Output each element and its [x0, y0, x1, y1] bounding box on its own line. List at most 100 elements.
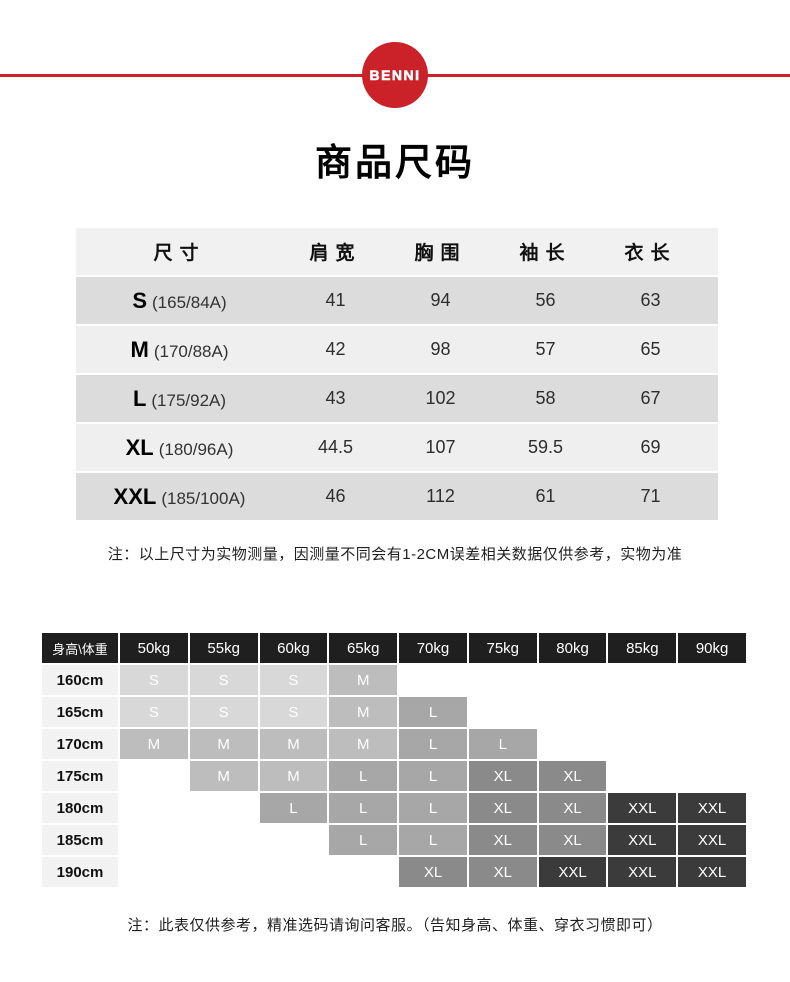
size-table-note: 注：以上尺寸为实物测量，因测量不同会有1-2CM误差相关数据仅供参考，实物为准	[107, 546, 683, 563]
fit-matrix-size-cell: M	[189, 729, 258, 759]
fit-matrix-size-cell: L	[399, 761, 467, 791]
size-value-cell: 65	[640, 339, 661, 359]
size-row-label: S (165/84A)	[76, 288, 283, 314]
fit-matrix-empty-cell	[539, 697, 607, 727]
fit-matrix-size-cell: L	[399, 697, 467, 727]
fit-matrix-weight-header: 65kg	[329, 633, 398, 663]
size-table-header-row: 尺寸 肩宽 胸围 袖长 衣长	[76, 228, 718, 275]
fit-matrix-size-cell: L	[329, 761, 398, 791]
fit-matrix-size-cell: XL	[468, 825, 537, 855]
fit-matrix-size-cell: M	[329, 697, 398, 727]
fit-matrix-size-cell: M	[120, 729, 188, 759]
fit-matrix-empty-cell	[678, 761, 746, 791]
size-value-cell: 43	[325, 388, 346, 408]
size-value-cell: 44.5	[317, 437, 354, 457]
fit-matrix-size-cell: XL	[468, 761, 537, 791]
fit-matrix-empty-cell	[608, 665, 676, 695]
fit-matrix-weight-header: 55kg	[189, 633, 258, 663]
fit-matrix-weight-header: 60kg	[259, 633, 328, 663]
size-value-cell: 71	[640, 486, 661, 506]
size-value-cell: 102	[425, 388, 456, 408]
size-value-cell: 41	[325, 290, 346, 310]
fit-matrix-size-cell: XXL	[608, 793, 677, 823]
size-value-cell: 107	[425, 437, 456, 457]
fit-matrix-height-label: 180cm	[42, 793, 118, 823]
brand-header: BENNI	[0, 0, 790, 120]
brand-logo-text: BENNI	[369, 67, 421, 84]
fit-matrix-weight-header: 90kg	[678, 633, 746, 663]
size-table-row: M (170/88A) 42 98 57 65	[76, 326, 718, 373]
size-letter: L	[132, 385, 147, 411]
size-table-row: XXL (185/100A) 46 112 61 71	[76, 473, 718, 520]
page-title: 商品尺码	[315, 142, 475, 183]
fit-matrix-size-cell: XL	[538, 825, 607, 855]
fit-matrix-empty-cell	[469, 665, 537, 695]
fit-matrix-size-cell: S	[259, 697, 328, 727]
fit-matrix-size-cell: XL	[399, 857, 467, 887]
fit-matrix-size-cell: M	[259, 761, 328, 791]
fit-matrix-size-cell: L	[399, 793, 467, 823]
fit-matrix-size-cell: S	[189, 665, 258, 695]
fit-matrix-empty-cell	[120, 857, 188, 887]
size-value-cell: 61	[535, 486, 556, 506]
size-value-cell: 94	[430, 290, 451, 310]
size-spec: (175/92A)	[151, 390, 227, 410]
fit-matrix-weight-header: 50kg	[120, 633, 188, 663]
size-table-header-col: 胸围	[414, 243, 467, 264]
fit-matrix-size-cell: L	[329, 793, 398, 823]
size-table-row: S (165/84A) 41 94 56 63	[76, 277, 718, 324]
fit-matrix-empty-cell	[120, 761, 188, 791]
size-value-cell: 56	[535, 290, 556, 310]
fit-matrix-height-label: 160cm	[42, 665, 118, 695]
fit-matrix-size-cell: XXL	[678, 793, 746, 823]
fit-matrix-size-cell: L	[329, 825, 398, 855]
fit-matrix-height-label: 165cm	[42, 697, 118, 727]
fit-matrix-size-cell: S	[120, 697, 188, 727]
fit-matrix-size-cell: XL	[468, 793, 537, 823]
fit-matrix-size-cell: XXL	[608, 825, 677, 855]
fit-matrix-empty-cell	[539, 665, 607, 695]
fit-matrix-empty-cell	[608, 761, 676, 791]
fit-matrix-weight-header: 75kg	[468, 633, 537, 663]
size-letter: XL	[125, 434, 154, 460]
fit-matrix-empty-cell	[260, 825, 328, 855]
size-value-cell: 98	[430, 339, 451, 359]
fit-matrix-empty-cell	[539, 729, 607, 759]
size-table-row: L (175/92A) 43 102 58 67	[76, 375, 718, 422]
size-value-cell: 58	[535, 388, 556, 408]
fit-matrix-empty-cell	[608, 729, 676, 759]
fit-matrix-empty-cell	[120, 793, 188, 823]
fit-matrix-empty-cell	[329, 857, 397, 887]
fit-matrix-size-cell: XXL	[678, 857, 746, 887]
brand-logo: BENNI	[362, 42, 428, 108]
fit-matrix-empty-cell	[260, 857, 328, 887]
size-table: 尺寸 肩宽 胸围 袖长 衣长 S (165/84A) 41 94 56 63 M (170/88A) 42…	[76, 228, 718, 520]
fit-matrix-weight-header: 70kg	[399, 633, 467, 663]
size-spec: (170/88A)	[153, 341, 229, 361]
fit-matrix-empty-cell	[608, 697, 676, 727]
size-table-header-col: 衣长	[624, 243, 677, 264]
fit-matrix-size-cell: L	[259, 793, 328, 823]
fit-matrix-empty-cell	[190, 793, 258, 823]
fit-matrix-size-cell: XL	[538, 793, 607, 823]
fit-matrix-size-cell: M	[329, 665, 398, 695]
fit-matrix-empty-cell	[399, 665, 467, 695]
size-spec: (165/84A)	[152, 292, 227, 312]
fit-matrix-empty-cell	[678, 665, 746, 695]
size-table-header-col: 肩宽	[309, 243, 362, 264]
size-spec: (185/100A)	[161, 488, 246, 508]
fit-matrix-size-cell: XXL	[608, 857, 677, 887]
size-row-label: XL (180/96A)	[76, 435, 283, 461]
fit-matrix-size-cell: M	[259, 729, 328, 759]
size-value-cell: 69	[640, 437, 661, 457]
size-value-cell: 46	[325, 486, 346, 506]
fit-matrix-empty-cell	[190, 825, 258, 855]
size-value-cell: 59.5	[527, 437, 564, 457]
fit-matrix-empty-cell	[469, 697, 537, 727]
size-letter: M	[130, 336, 149, 362]
fit-matrix-note: 注：此表仅供参考，精准选码请询问客服。（告知身高、体重、穿衣习惯即可）	[127, 917, 663, 934]
size-table-row: XL (180/96A) 44.5 107 59.5 69	[76, 424, 718, 471]
fit-matrix-size-cell: L	[399, 729, 467, 759]
fit-matrix-size-cell: XXL	[538, 857, 607, 887]
